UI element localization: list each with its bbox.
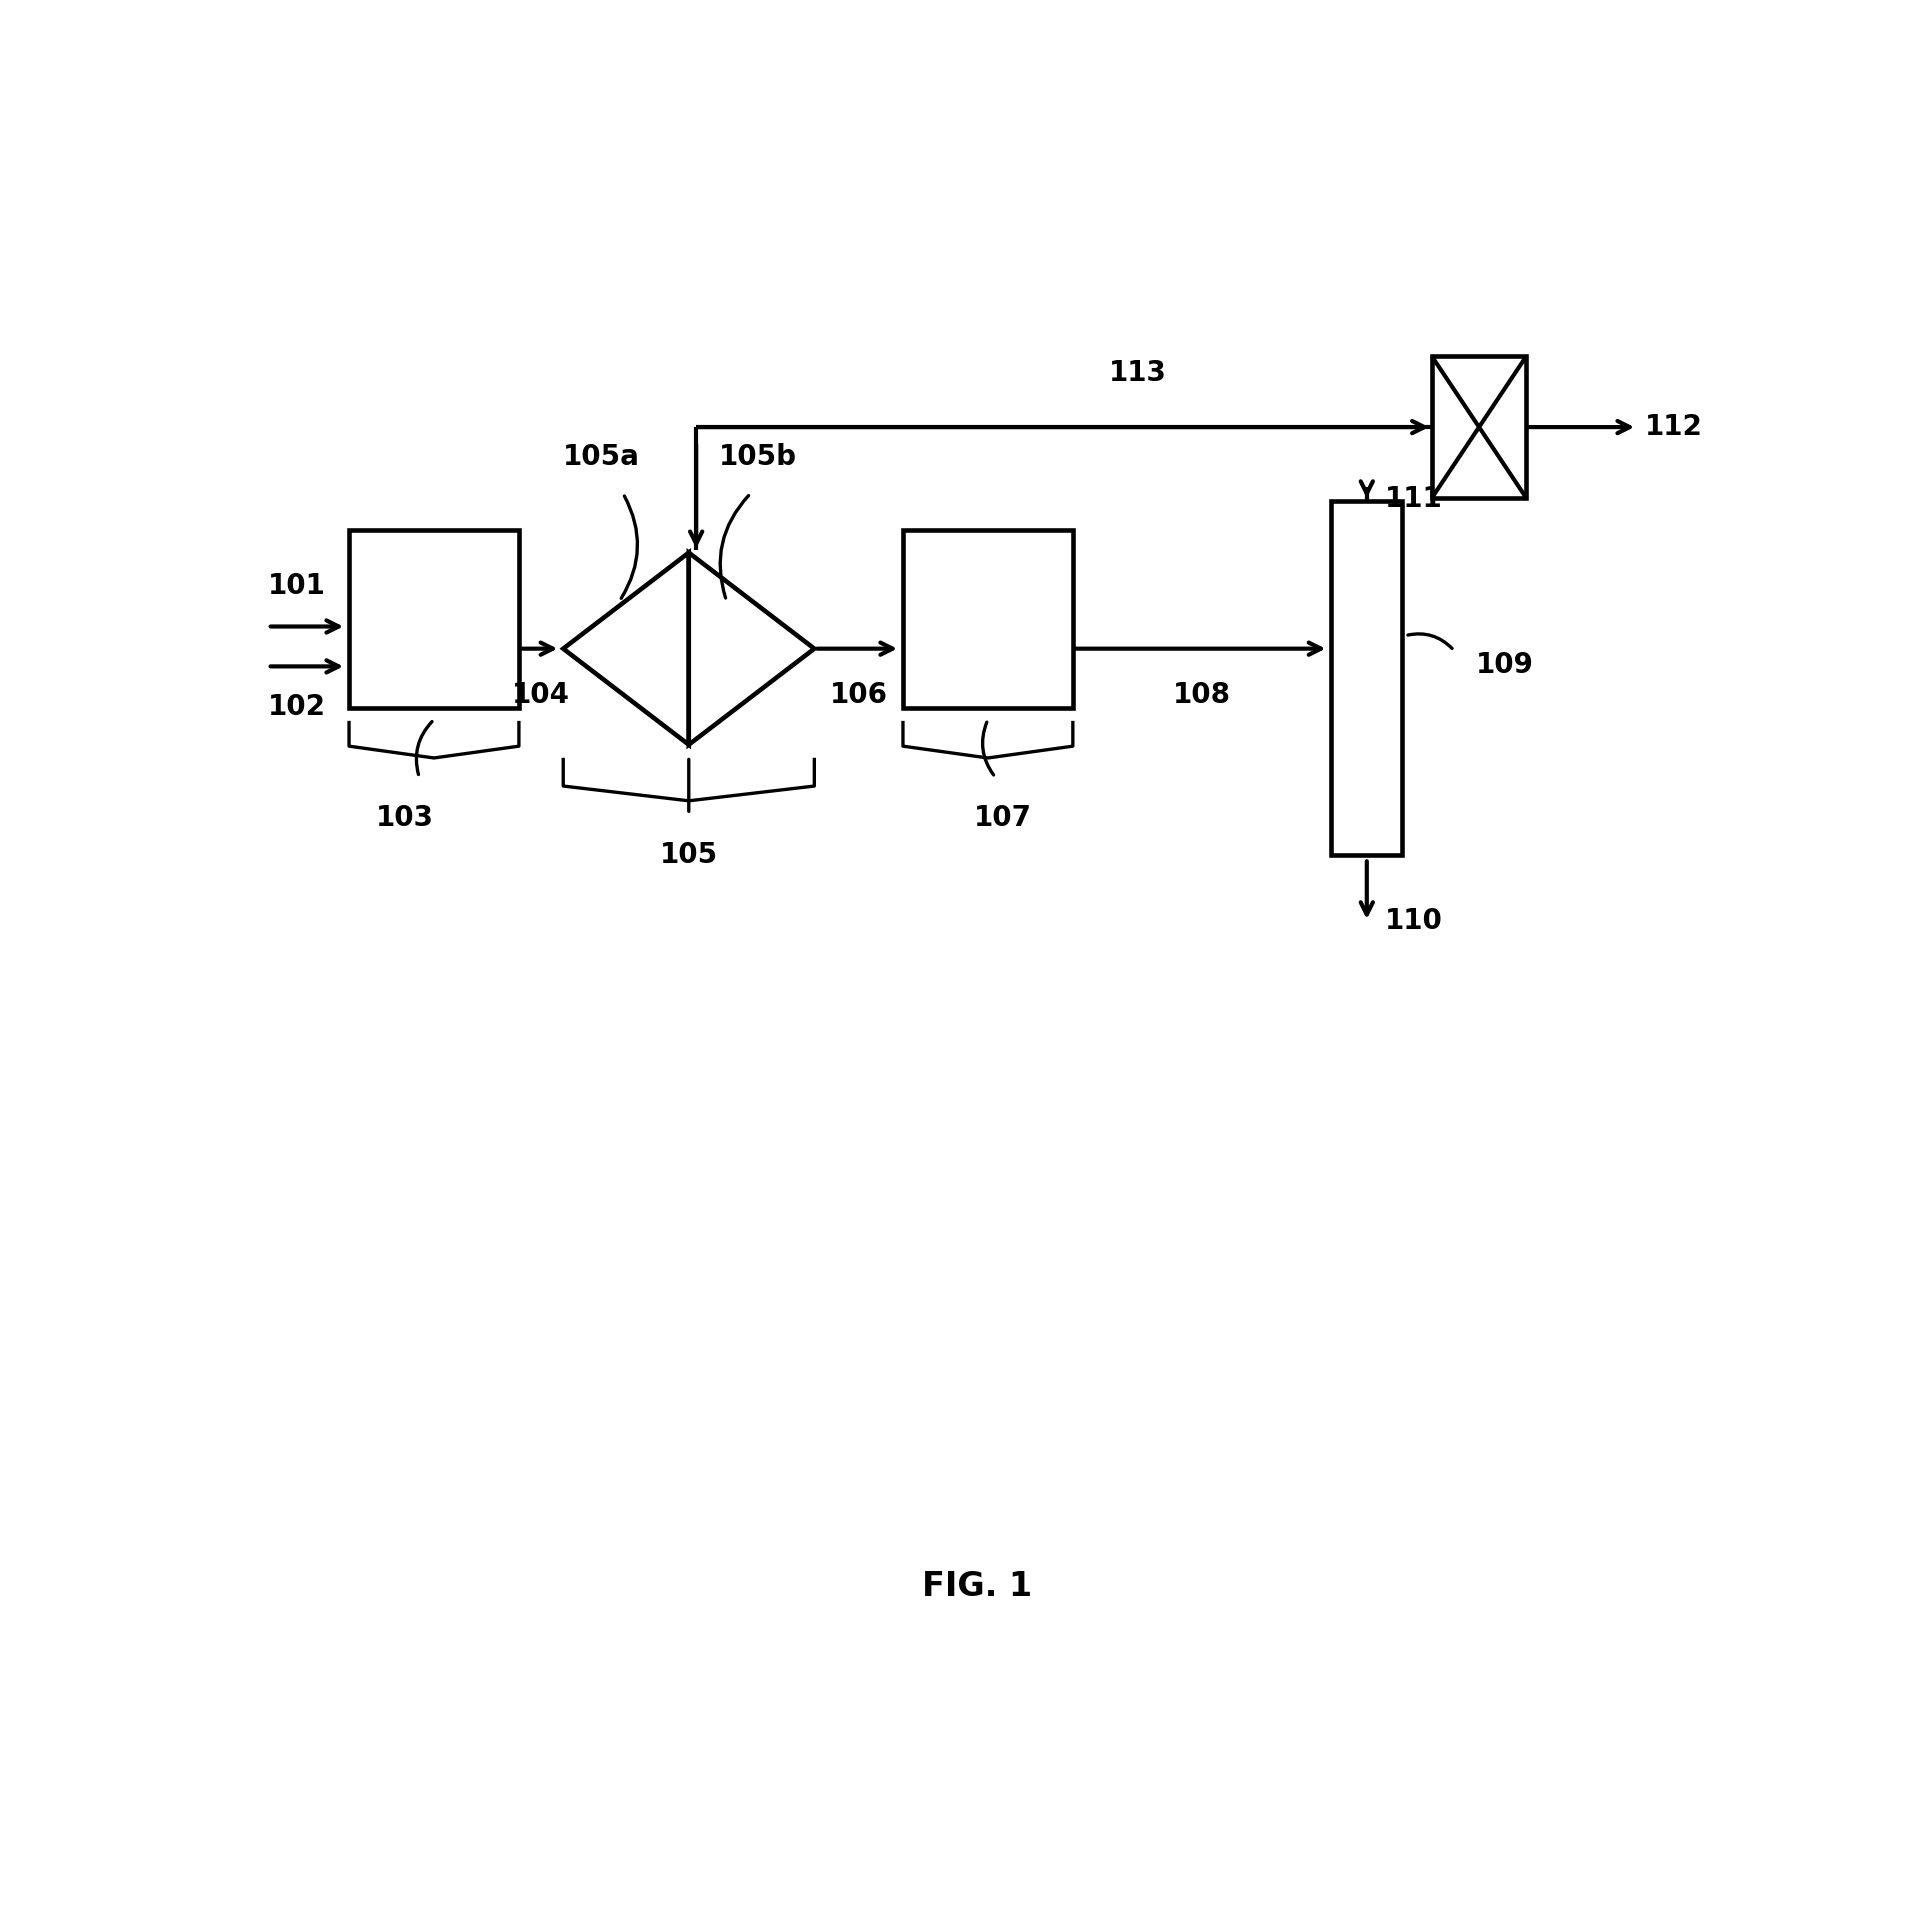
- Text: 106: 106: [829, 681, 888, 710]
- Text: 109: 109: [1474, 652, 1534, 679]
- Text: 113: 113: [1109, 359, 1166, 388]
- Polygon shape: [688, 553, 813, 744]
- Text: FIG. 1: FIG. 1: [922, 1569, 1031, 1604]
- Text: 102: 102: [267, 692, 326, 721]
- Polygon shape: [564, 553, 688, 744]
- Text: 111: 111: [1383, 486, 1442, 513]
- Text: 105b: 105b: [718, 443, 796, 472]
- Text: 105: 105: [659, 841, 718, 870]
- Text: 104: 104: [512, 681, 570, 710]
- Text: 112: 112: [1644, 413, 1701, 442]
- Text: 101: 101: [267, 573, 326, 600]
- Bar: [1431, 357, 1526, 497]
- Text: 108: 108: [1172, 681, 1231, 710]
- Text: 110: 110: [1383, 908, 1442, 935]
- Text: 103: 103: [375, 804, 432, 831]
- Text: 107: 107: [973, 804, 1031, 831]
- Text: 105a: 105a: [562, 443, 638, 472]
- Bar: [1330, 501, 1402, 856]
- Bar: [903, 530, 1073, 708]
- Bar: [349, 530, 518, 708]
